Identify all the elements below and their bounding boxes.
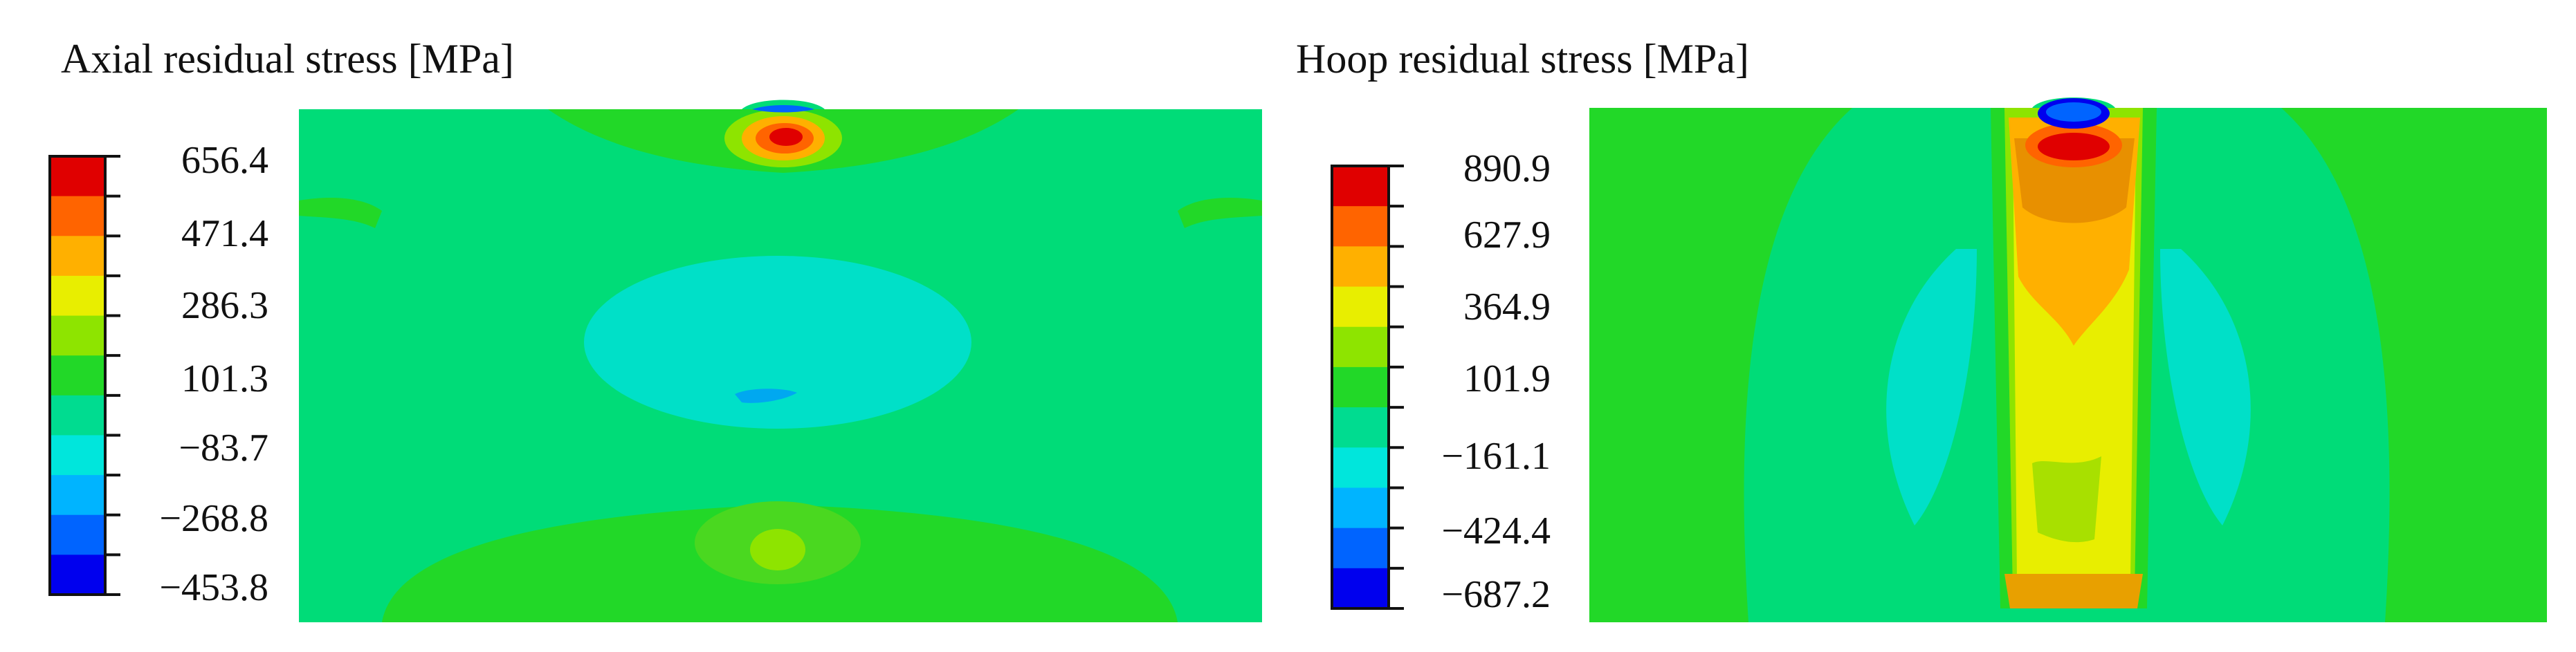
axial-colorbar-segment <box>50 355 105 396</box>
hoop-stress-contour-plot <box>1589 97 2547 622</box>
hoop-colorbar-segment <box>1332 528 1389 569</box>
axial-colorbar-segment <box>50 275 105 317</box>
hoop-legend-label: 627.9 <box>1463 214 1551 257</box>
axial-legend-label: −268.8 <box>159 497 268 540</box>
axial-panel-title: Axial residual stress [MPa] <box>61 36 514 82</box>
axial-colorbar-segment <box>50 475 105 516</box>
axial-colorbar-segment <box>50 196 105 236</box>
hoop-legend-label: −161.1 <box>1441 435 1551 478</box>
axial-legend-label: 286.3 <box>181 284 268 327</box>
axial-colorbar-frame <box>48 155 107 596</box>
axial-colorbar-segment <box>50 395 105 436</box>
hoop-legend-label: −424.4 <box>1441 510 1551 552</box>
hoop-colorbar-segment <box>1332 366 1389 408</box>
axial-legend-label: 471.4 <box>181 212 268 255</box>
hoop-colorbar-segment <box>1332 246 1389 288</box>
hoop-legend-label: 101.9 <box>1463 357 1551 400</box>
hoop-colorbar-segment <box>1332 326 1389 368</box>
hoop-colorbar-segment <box>1332 407 1389 448</box>
axial-legend-label: 101.3 <box>181 357 268 400</box>
hoop-colorbar-segment <box>1332 487 1389 529</box>
hoop-colorbar-frame <box>1331 165 1390 610</box>
hoop-legend-label: −687.2 <box>1441 573 1551 616</box>
axial-colorbar-segment <box>50 156 105 197</box>
axial-legend-label: −83.7 <box>179 427 268 469</box>
axial-colorbar-segment <box>50 236 105 277</box>
hoop-panel-title: Hoop residual stress [MPa] <box>1296 36 1749 82</box>
axial-stress-contour-plot <box>299 100 1262 622</box>
axial-colorbar-segment <box>50 514 105 555</box>
axial-colorbar-segment <box>50 315 105 356</box>
hoop-colorbar-segment <box>1332 206 1389 247</box>
axial-legend-label: 656.4 <box>181 139 268 182</box>
hoop-colorbar-segment <box>1332 447 1389 488</box>
hoop-legend-label: 890.9 <box>1463 147 1551 190</box>
hoop-colorbar-segment <box>1332 568 1389 609</box>
axial-legend-label: −453.8 <box>159 566 268 609</box>
axial-colorbar-segment <box>50 435 105 476</box>
hoop-colorbar-segment <box>1332 166 1389 207</box>
axial-colorbar-segment <box>50 555 105 595</box>
hoop-legend-label: 364.9 <box>1463 286 1551 328</box>
hoop-colorbar-segment <box>1332 286 1389 328</box>
